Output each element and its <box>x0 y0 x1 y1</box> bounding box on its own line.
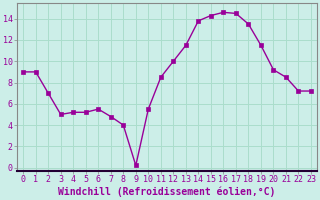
X-axis label: Windchill (Refroidissement éolien,°C): Windchill (Refroidissement éolien,°C) <box>58 187 276 197</box>
